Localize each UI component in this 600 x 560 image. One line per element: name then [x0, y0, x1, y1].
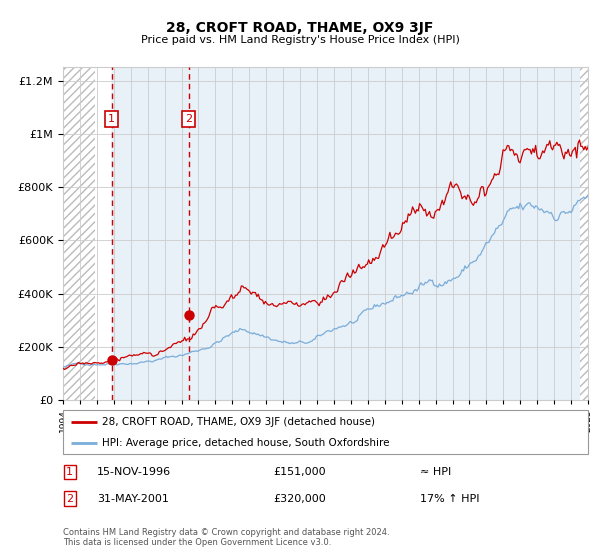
Bar [580, 67, 588, 400]
Text: Price paid vs. HM Land Registry's House Price Index (HPI): Price paid vs. HM Land Registry's House … [140, 35, 460, 45]
Text: £151,000: £151,000 [273, 467, 326, 477]
Bar [112, 67, 580, 400]
Text: 28, CROFT ROAD, THAME, OX9 3JF: 28, CROFT ROAD, THAME, OX9 3JF [166, 21, 434, 35]
Text: ≈ HPI: ≈ HPI [420, 467, 451, 477]
Bar [112, 67, 188, 400]
Text: 15-NOV-1996: 15-NOV-1996 [97, 467, 171, 477]
FancyBboxPatch shape [63, 410, 588, 454]
Text: 1: 1 [108, 114, 115, 124]
Text: 28, CROFT ROAD, THAME, OX9 3JF (detached house): 28, CROFT ROAD, THAME, OX9 3JF (detached… [103, 417, 376, 427]
Text: 2: 2 [185, 114, 192, 124]
Text: HPI: Average price, detached house, South Oxfordshire: HPI: Average price, detached house, Sout… [103, 438, 390, 447]
Text: 1: 1 [67, 467, 73, 477]
Text: Contains HM Land Registry data © Crown copyright and database right 2024.
This d: Contains HM Land Registry data © Crown c… [63, 528, 389, 547]
Text: 2: 2 [66, 493, 73, 503]
Text: £320,000: £320,000 [273, 493, 326, 503]
Text: 31-MAY-2001: 31-MAY-2001 [97, 493, 169, 503]
Bar [63, 67, 95, 400]
Text: 17% ↑ HPI: 17% ↑ HPI [420, 493, 479, 503]
